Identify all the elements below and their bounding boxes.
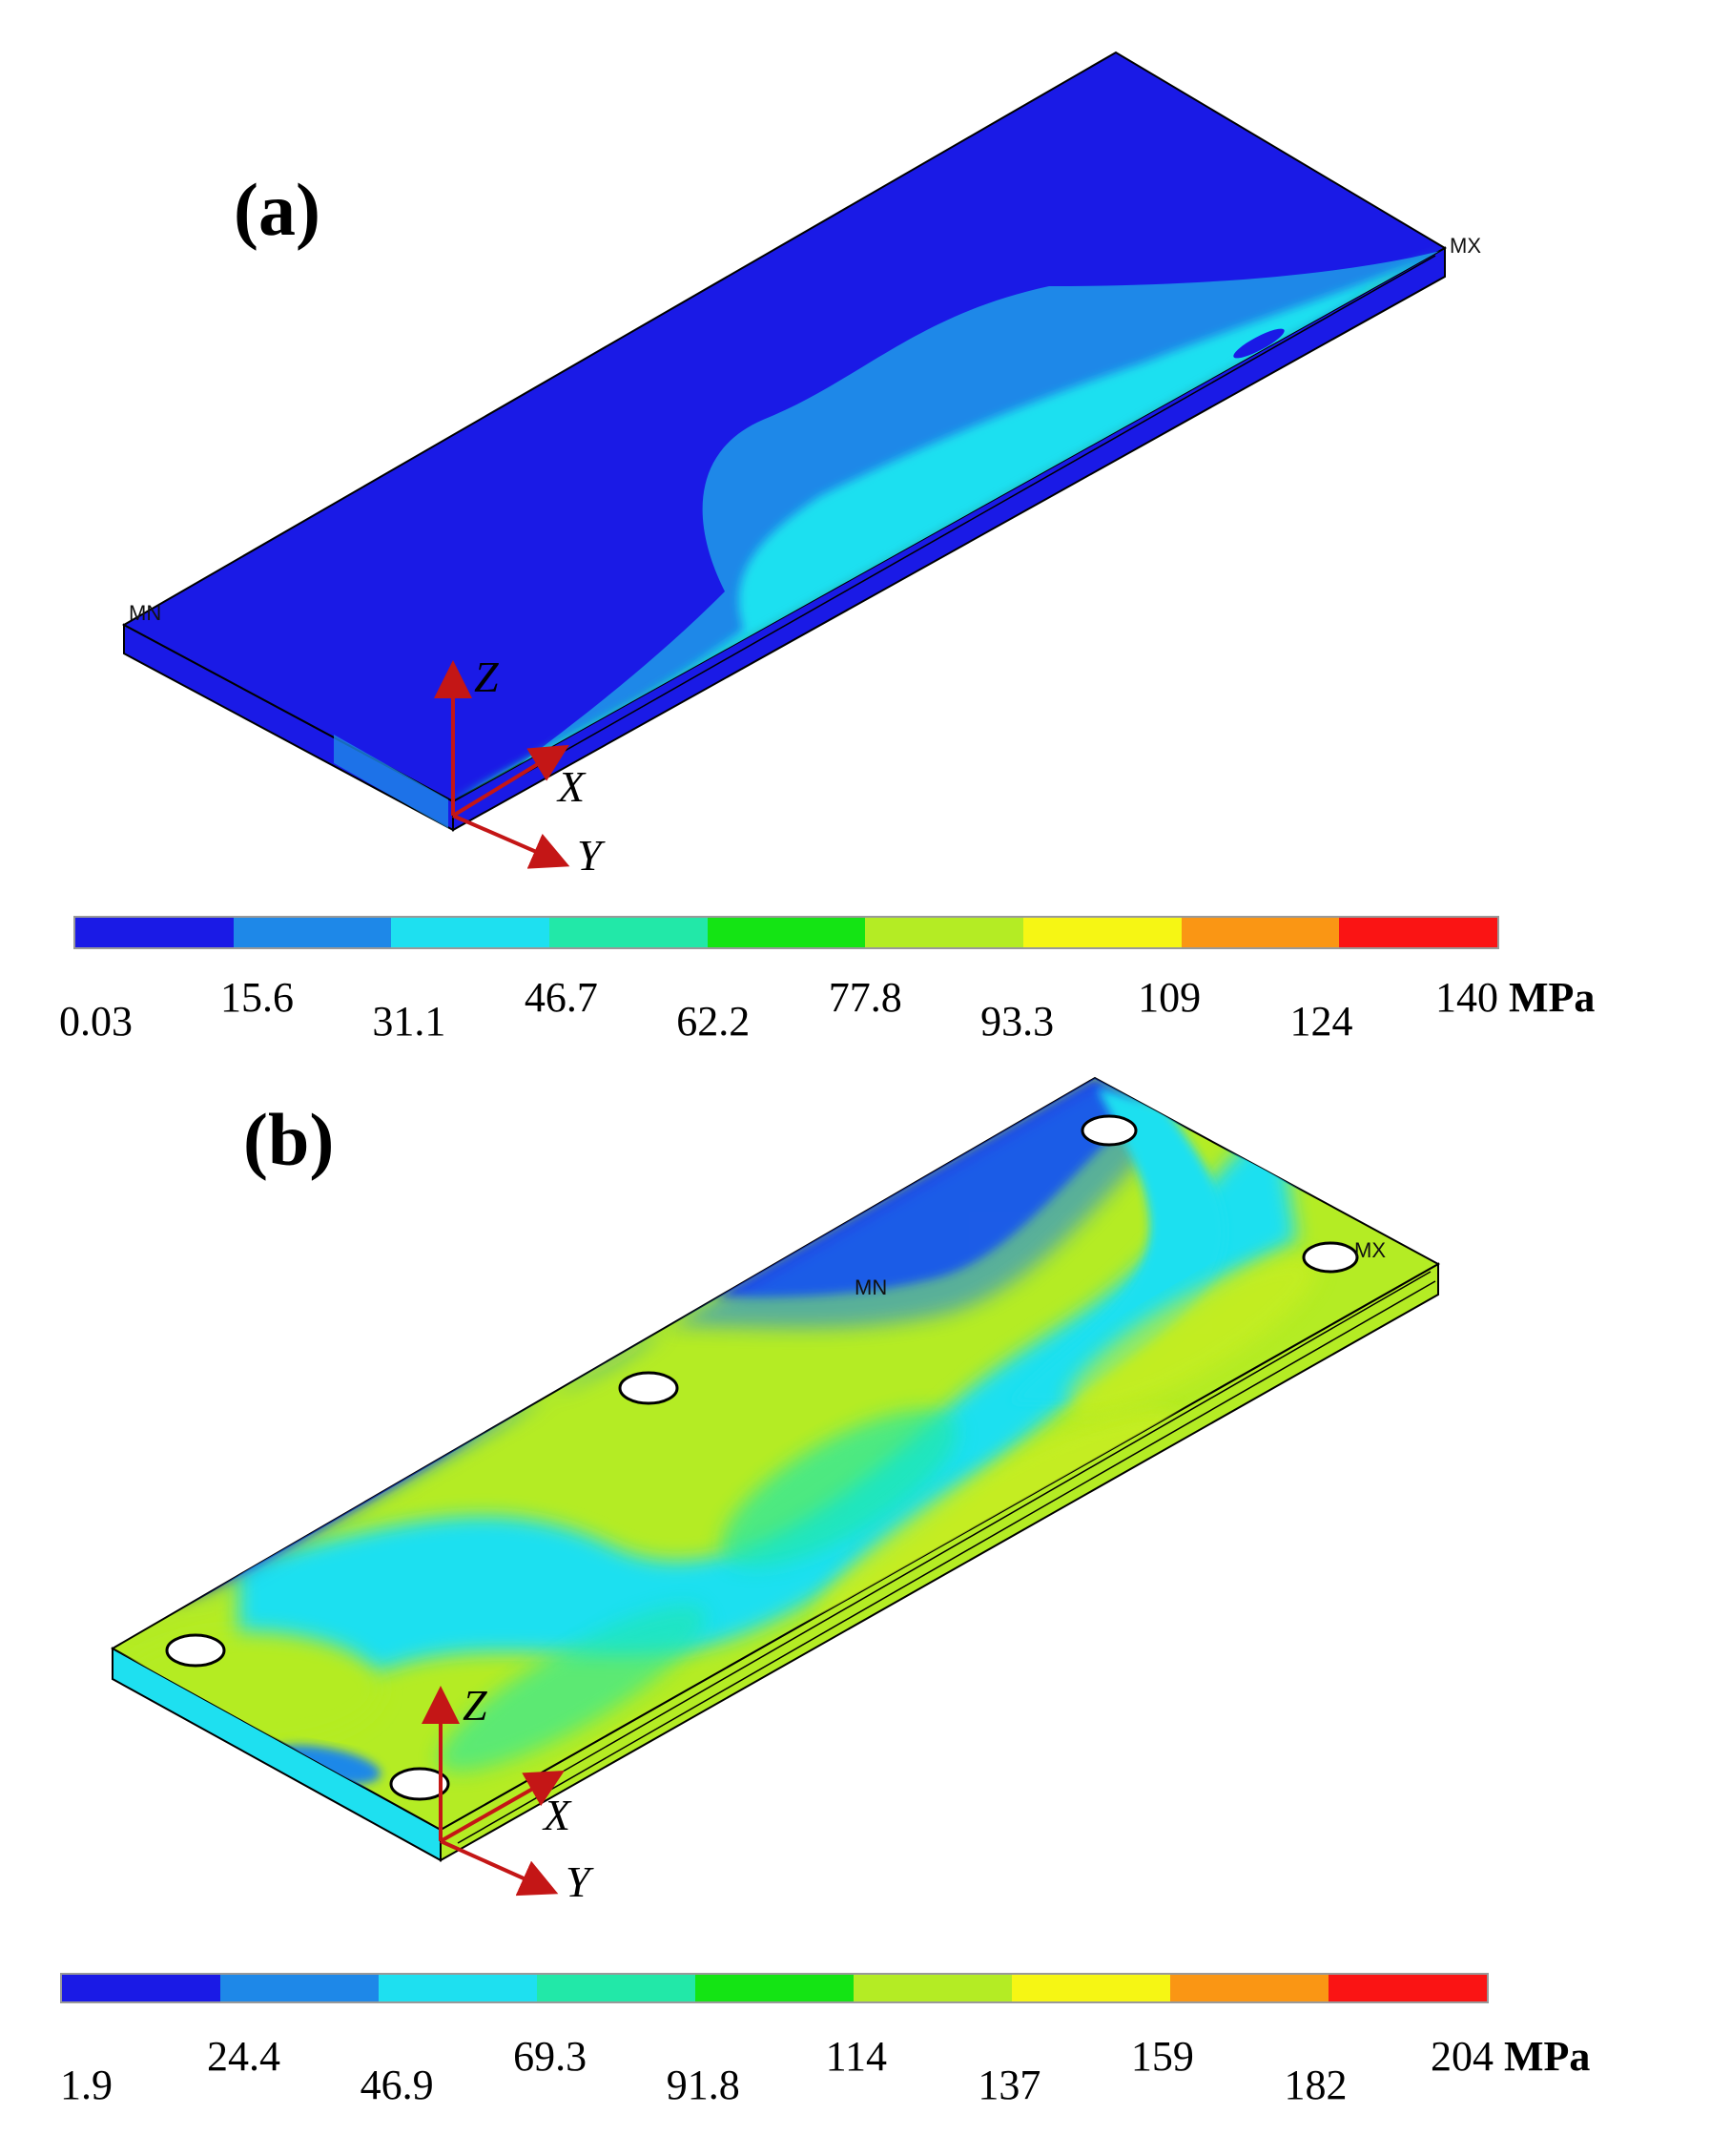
panel-b-label: (b) bbox=[243, 1098, 335, 1181]
colorbar-segment bbox=[1181, 918, 1340, 947]
colorbar-segment bbox=[854, 1975, 1012, 2001]
colorbar-unit: MPa bbox=[1498, 974, 1596, 1021]
axis-a-y-label: Y bbox=[577, 831, 606, 880]
colorbar-segment bbox=[62, 1975, 220, 2001]
colorbar-tick-label: 46.7 bbox=[524, 974, 598, 1021]
colorbar-tick-label: 69.3 bbox=[513, 2033, 587, 2080]
colorbar-segment bbox=[233, 918, 392, 947]
colorbar-tick-label: 114 bbox=[825, 2033, 887, 2080]
axis-b-y-label: Y bbox=[566, 1857, 594, 1906]
bolt-hole-2 bbox=[389, 1767, 450, 1801]
colorbar-tick-label: 77.8 bbox=[828, 974, 902, 1021]
colorbar-tick-label: 204 MPa bbox=[1431, 2033, 1591, 2080]
colorbar-tick-label: 140 MPa bbox=[1435, 974, 1596, 1021]
colorbar-tick-label: 182 bbox=[1284, 2062, 1348, 2108]
colorbar-tick-label: 137 bbox=[978, 2062, 1041, 2108]
colorbar-segment bbox=[1339, 918, 1498, 947]
plate-b: MN MX bbox=[110, 1076, 1441, 1862]
colorbar-segment bbox=[1023, 918, 1182, 947]
colorbar-segment bbox=[391, 918, 550, 947]
colorbar-tick-label: 93.3 bbox=[980, 998, 1055, 1045]
colorbar-tick-label: 46.9 bbox=[360, 2062, 434, 2108]
colorbar-segment bbox=[707, 918, 866, 947]
bolt-holes bbox=[165, 1114, 1359, 1801]
colorbar-tick-label: 109 bbox=[1138, 974, 1202, 1021]
colorbar-segment bbox=[865, 918, 1024, 947]
colorbar-segment bbox=[695, 1975, 854, 2001]
axis-b-z-label: Z bbox=[463, 1681, 487, 1730]
colorbar-tick-label: 1.9 bbox=[60, 2062, 113, 2108]
axes-b: Z X Y bbox=[422, 1681, 594, 1906]
colorbar-tick-label: 31.1 bbox=[372, 998, 446, 1045]
plate-a: MN MX bbox=[121, 51, 1481, 832]
colorbar-segment bbox=[1012, 1975, 1170, 2001]
colorbar-tick-label: 15.6 bbox=[219, 974, 294, 1021]
colorbar-unit: MPa bbox=[1494, 2033, 1591, 2080]
colorbar-tick-label: 24.4 bbox=[207, 2033, 281, 2080]
plate-b-mx-marker: MX bbox=[1354, 1238, 1386, 1262]
plate-a-mn-marker: MN bbox=[129, 601, 161, 625]
axis-b-x-label: X bbox=[542, 1791, 572, 1839]
colorbar-segment bbox=[549, 918, 708, 947]
colorbar-tick-label: 124 bbox=[1289, 998, 1353, 1045]
axes-a: Z X Y bbox=[434, 653, 606, 880]
colorbar-b bbox=[60, 1973, 1489, 2003]
colorbar-tick-label: 91.8 bbox=[666, 2062, 740, 2108]
panel-a-label: (a) bbox=[234, 168, 320, 251]
colorbar-segment bbox=[75, 918, 234, 947]
bolt-hole-4 bbox=[1081, 1114, 1138, 1147]
colorbar-segment bbox=[1329, 1975, 1487, 2001]
colorbar-segment bbox=[537, 1975, 695, 2001]
colorbar-tick-label: 159 bbox=[1130, 2033, 1194, 2080]
plate-b-mn-marker: MN bbox=[855, 1275, 887, 1299]
colorbar-segment bbox=[379, 1975, 537, 2001]
colorbar-segment bbox=[1170, 1975, 1329, 2001]
plate-a-mx-marker: MX bbox=[1450, 234, 1481, 258]
axis-a-x-label: X bbox=[556, 762, 587, 811]
colorbar-tick-label: 0.03 bbox=[59, 998, 133, 1045]
bolt-hole-5 bbox=[1302, 1241, 1359, 1274]
axis-a-z-label: Z bbox=[474, 653, 499, 701]
colorbar-a bbox=[73, 916, 1499, 949]
colorbar-segment bbox=[220, 1975, 379, 2001]
bolt-hole-3 bbox=[618, 1371, 679, 1405]
bolt-hole-1 bbox=[165, 1633, 226, 1668]
colorbar-tick-label: 62.2 bbox=[676, 998, 751, 1045]
